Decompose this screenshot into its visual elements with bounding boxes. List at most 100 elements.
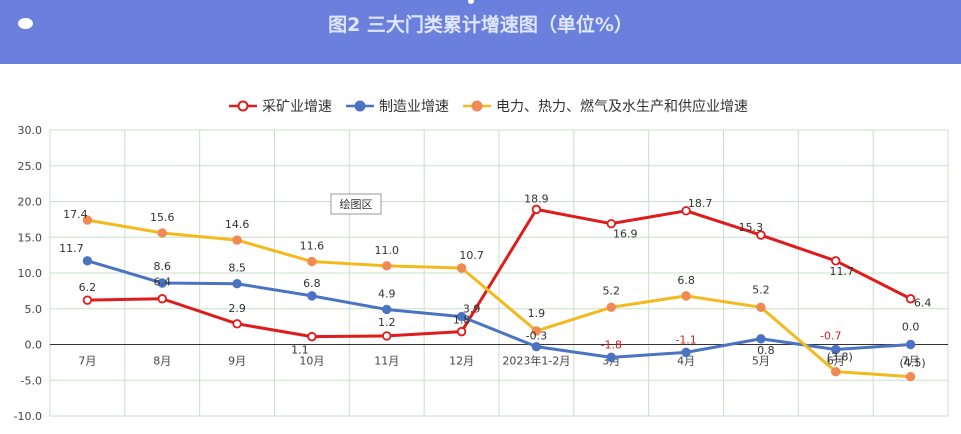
data-point — [831, 344, 841, 355]
legend-label-1: 制造业增速 — [379, 99, 449, 115]
y-tick-label: 10.0 — [18, 267, 43, 280]
data-point — [531, 326, 542, 336]
series-line-0 — [87, 207, 912, 339]
legend-marker — [471, 100, 483, 112]
series-line-1 — [86, 259, 911, 359]
y-tick-label: 20.0 — [18, 196, 43, 209]
data-point — [456, 263, 467, 273]
data-label: 4.9 — [378, 287, 396, 300]
y-tick-label: 0.0 — [25, 339, 43, 352]
y-tick-label: 15.0 — [18, 231, 43, 244]
data-label: -1.8 — [601, 338, 622, 351]
data-point — [905, 371, 916, 382]
x-tick-label: 2023年1-2月 — [502, 354, 570, 368]
x-tick-label: 9月 — [228, 355, 246, 368]
data-label: 1.8 — [453, 314, 471, 327]
data-label: 6.4 — [154, 276, 172, 289]
x-tick-label: 8月 — [153, 355, 171, 368]
y-tick-label: 5.0 — [25, 303, 43, 316]
data-label: 2.9 — [228, 302, 246, 315]
data-point — [756, 334, 766, 344]
data-point — [382, 304, 392, 315]
data-label: 14.6 — [225, 218, 250, 231]
y-tick-label: -10.0 — [14, 410, 42, 423]
data-label: 6.4 — [914, 297, 932, 310]
data-label: -1.1 — [675, 333, 696, 346]
data-point — [681, 291, 691, 301]
data-point — [82, 215, 93, 225]
data-point — [82, 295, 93, 305]
data-point — [157, 294, 167, 304]
data-point — [681, 206, 691, 216]
data-label: 11.7 — [830, 265, 855, 278]
data-point — [905, 339, 916, 350]
data-label: 0.8 — [757, 344, 775, 357]
data-point — [382, 261, 392, 271]
data-point — [456, 326, 467, 337]
x-tick-label: 12月 — [449, 355, 474, 368]
data-point — [831, 256, 841, 266]
data-label: 8.6 — [154, 260, 172, 273]
x-tick-label: 7月 — [902, 355, 920, 368]
x-tick-label: 6月 — [827, 355, 845, 368]
data-point — [382, 331, 392, 341]
data-label: 15.6 — [150, 211, 175, 224]
plot-area-tooltip-text: 绘图区 — [340, 197, 373, 211]
data-label: 11.7 — [59, 242, 84, 255]
series-line-2 — [87, 218, 911, 379]
data-label: 1.1 — [291, 344, 309, 357]
data-point — [606, 218, 616, 229]
data-point — [157, 278, 167, 288]
data-point — [606, 302, 616, 313]
data-point — [307, 291, 317, 301]
legend-label-2: 电力、热力、燃气及水生产和供应业增速 — [496, 98, 748, 115]
data-point — [756, 302, 766, 313]
data-label: 3.9 — [463, 303, 481, 316]
data-label: -0.7 — [820, 330, 841, 343]
x-tick-label: 5月 — [752, 355, 770, 368]
data-point — [531, 341, 542, 352]
data-point — [307, 331, 317, 342]
data-label: 11.6 — [300, 240, 325, 253]
data-label: -0.3 — [526, 330, 547, 343]
banner-dot-icon — [18, 18, 33, 29]
legend-marker — [237, 100, 249, 112]
data-point — [681, 347, 691, 358]
data-label: 10.7 — [459, 249, 484, 262]
data-point — [82, 256, 93, 266]
data-point — [756, 230, 766, 240]
data-label: 6.8 — [677, 274, 695, 287]
x-tick-label: 7月 — [78, 355, 96, 368]
y-tick-label: -5.0 — [21, 374, 42, 387]
y-tick-label: 25.0 — [18, 160, 43, 173]
data-label: (4.5) — [900, 357, 926, 370]
data-point — [232, 319, 242, 329]
data-label: 1.2 — [378, 316, 396, 329]
title-banner — [0, 0, 961, 64]
data-label: 18.7 — [688, 197, 713, 210]
legend-marker — [354, 100, 366, 112]
data-label: 16.9 — [613, 228, 638, 241]
data-point — [456, 311, 467, 322]
data-point — [905, 294, 916, 304]
data-point — [531, 204, 542, 215]
data-label: 6.8 — [303, 277, 321, 290]
x-tick-label: 4月 — [677, 355, 695, 368]
data-point — [606, 352, 616, 363]
data-label: (3.8) — [827, 351, 853, 364]
y-tick-label: 30.0 — [18, 124, 43, 137]
data-point — [307, 256, 317, 267]
data-label: 6.2 — [79, 281, 97, 294]
data-label: 15.3 — [739, 221, 764, 234]
banner-notch — [468, 0, 474, 4]
data-label: 0.0 — [902, 321, 920, 334]
data-label: 11.0 — [375, 244, 400, 257]
data-point — [831, 366, 841, 377]
plot-area-tooltip — [330, 193, 382, 215]
data-label: 8.5 — [228, 262, 246, 275]
data-point — [232, 235, 242, 245]
x-tick-label: 11月 — [374, 355, 399, 368]
legend-label-0: 采矿业增速 — [262, 99, 332, 115]
data-point — [157, 228, 167, 238]
